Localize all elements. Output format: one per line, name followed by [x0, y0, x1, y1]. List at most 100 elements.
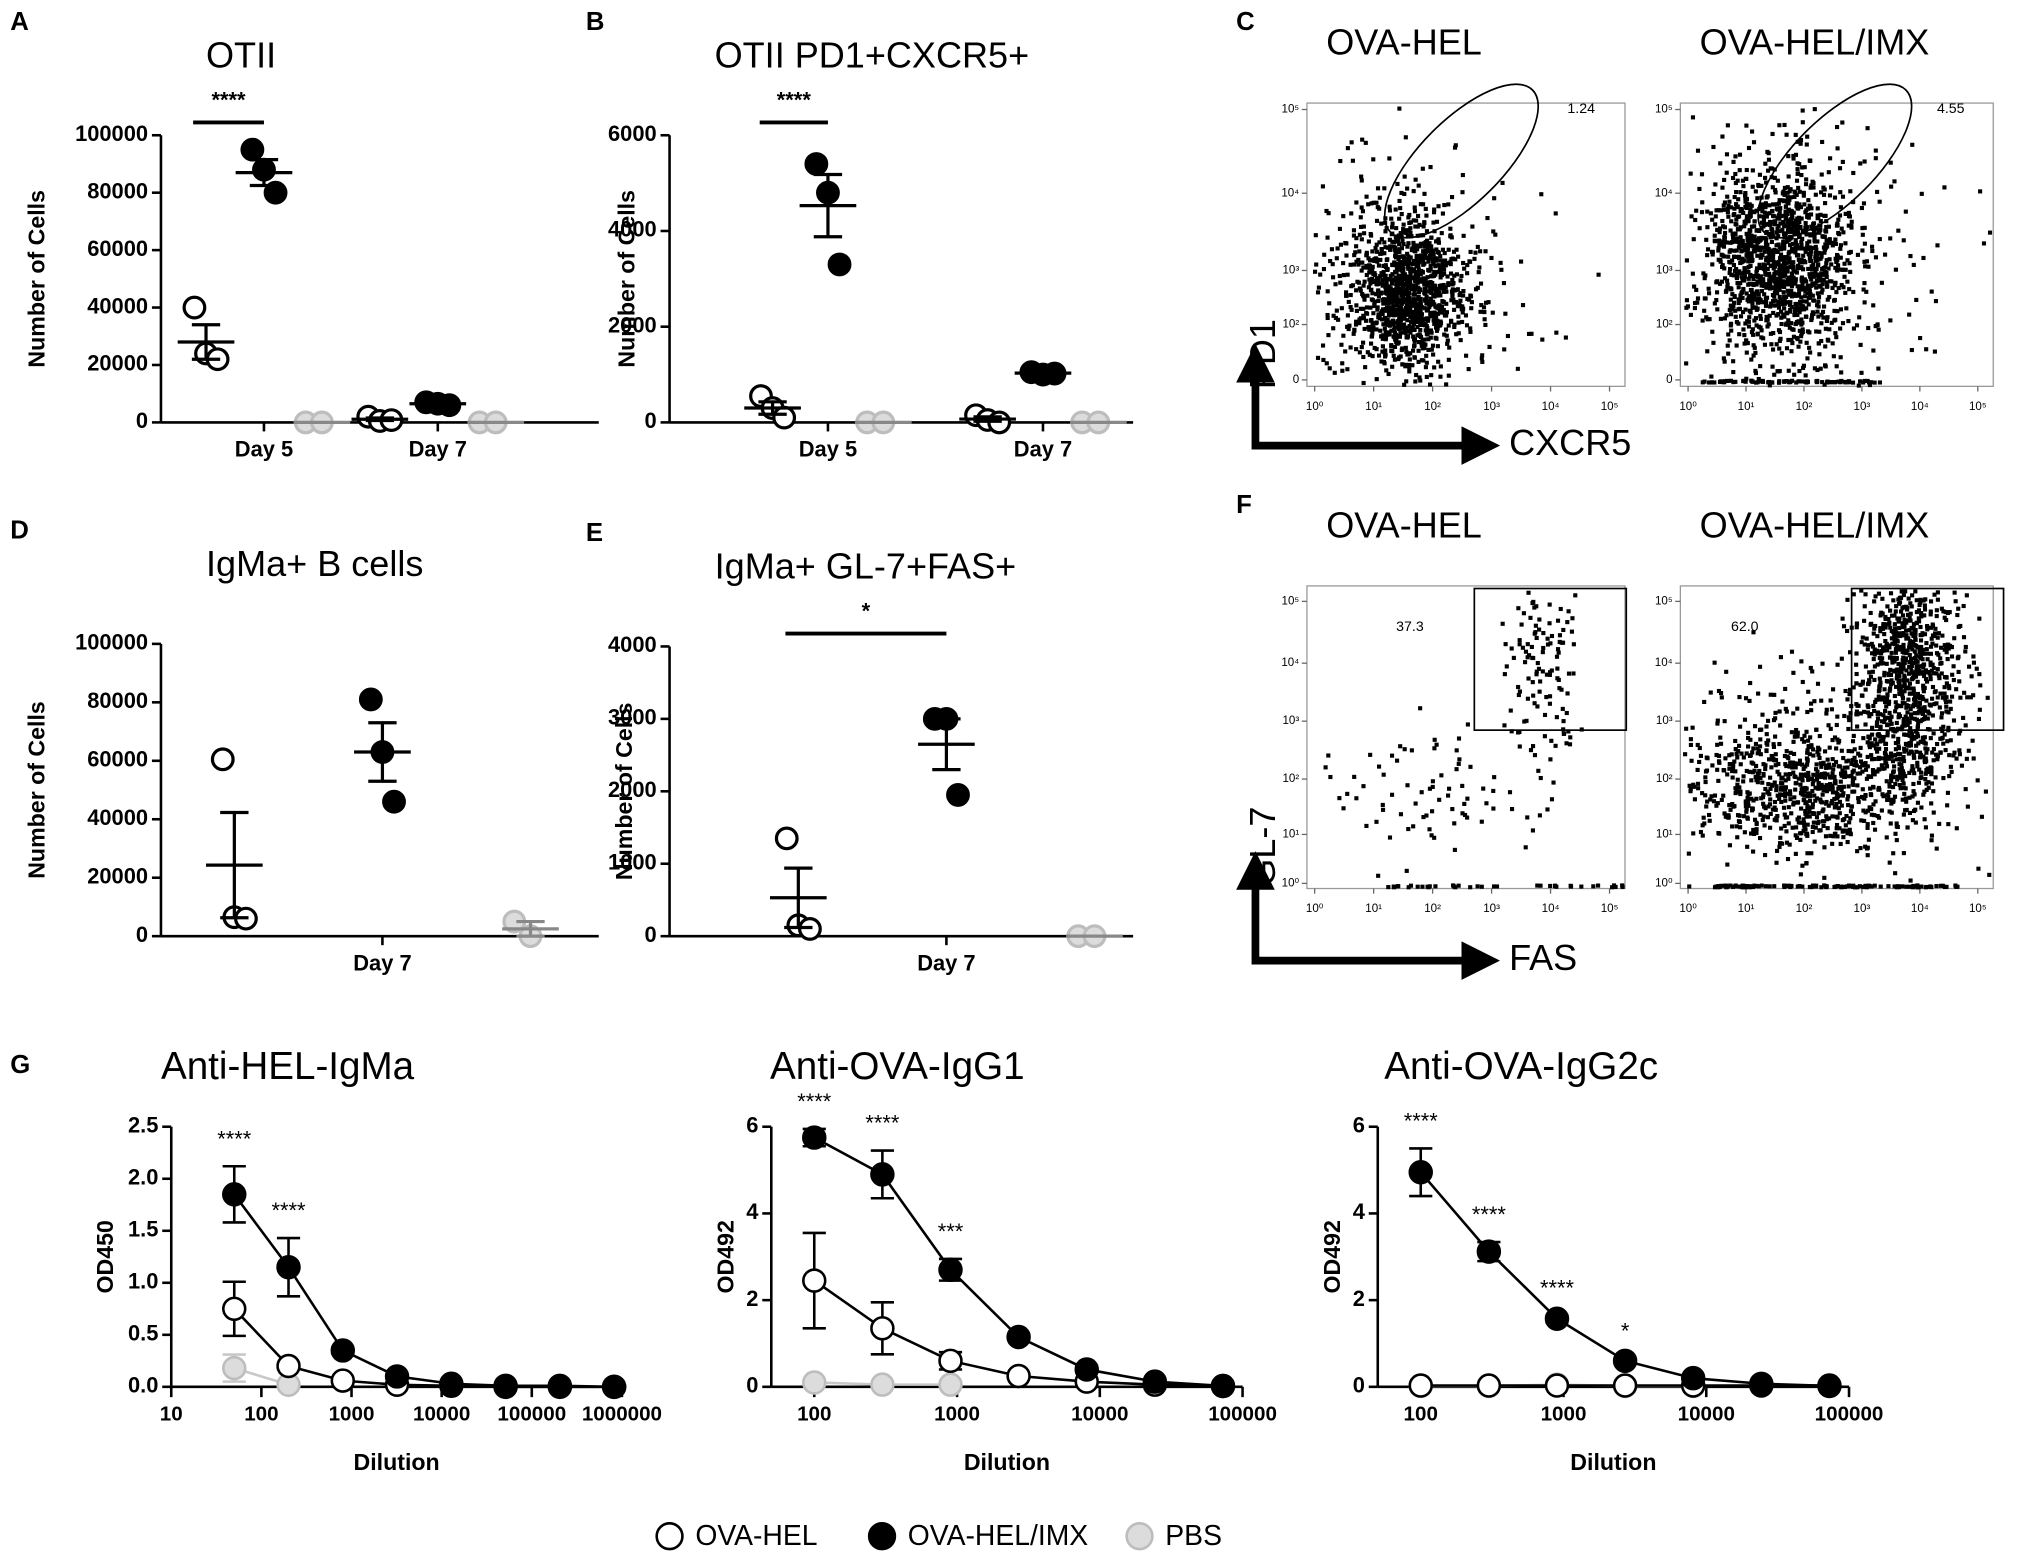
flow-event	[1407, 369, 1411, 373]
flow-event	[1491, 807, 1495, 811]
flow-event	[1798, 246, 1802, 250]
flow-event	[1792, 752, 1796, 756]
flow-event	[1461, 261, 1465, 265]
flow-event	[1867, 680, 1871, 684]
flow-event	[1845, 258, 1849, 262]
flow-event	[1796, 219, 1800, 223]
flow-event	[1876, 322, 1880, 326]
flow-event	[1977, 672, 1981, 676]
flow-event	[1885, 662, 1889, 666]
flow-event	[1689, 313, 1693, 317]
flow-event	[1431, 249, 1435, 253]
flow-event	[1340, 361, 1344, 365]
flow-event	[1404, 346, 1408, 350]
flow-event	[1863, 159, 1867, 163]
flow-event	[1904, 605, 1908, 609]
flow-event	[1795, 206, 1799, 210]
flow-event	[1371, 272, 1375, 276]
flow-event	[1782, 224, 1786, 228]
flow-event	[1902, 678, 1906, 682]
flow-event	[1377, 354, 1381, 358]
flow-event	[1734, 315, 1738, 319]
flow-event	[1901, 798, 1905, 802]
flow-event	[1546, 642, 1550, 646]
flow-event	[1333, 282, 1337, 286]
flow-event	[1713, 234, 1717, 238]
flow-event	[1386, 267, 1390, 271]
flow-event	[1971, 693, 1975, 697]
flow-event	[1834, 815, 1838, 819]
flow-event	[1429, 373, 1433, 377]
flow-event	[1383, 354, 1387, 358]
flow-event	[1440, 273, 1444, 277]
flow-event	[1557, 651, 1561, 655]
flow-event	[1966, 805, 1970, 809]
flow-event	[1909, 657, 1913, 661]
flow-event	[1878, 237, 1882, 241]
flow-event	[1764, 296, 1768, 300]
flow-event	[1873, 381, 1877, 385]
flow-event	[1803, 294, 1807, 298]
flow-event	[1764, 304, 1768, 308]
flow-event	[1787, 805, 1791, 809]
panel-label: C	[1236, 8, 1255, 36]
flow-event	[1740, 296, 1744, 300]
flow-event	[1478, 249, 1482, 253]
flow-event	[1908, 616, 1912, 620]
flow-event	[1415, 254, 1419, 258]
flow-event	[1362, 284, 1366, 288]
flow-event	[1725, 279, 1729, 283]
flow-event	[1440, 231, 1444, 235]
y-axis-label: Number of Cells	[24, 701, 50, 879]
flow-event	[1561, 707, 1565, 711]
flow-event	[1427, 885, 1431, 889]
x-tick-label: 10³	[1854, 903, 1871, 915]
flow-event	[1790, 226, 1794, 230]
flow-event	[1352, 228, 1356, 232]
flow-event	[1775, 342, 1779, 346]
flow-event	[1943, 685, 1947, 689]
flow-event	[1376, 205, 1380, 209]
flow-event	[1426, 260, 1430, 264]
flow-event	[1867, 714, 1871, 718]
flow-event	[1528, 616, 1532, 620]
y-tick-label: 10⁰	[1282, 877, 1300, 889]
flow-event	[1804, 861, 1808, 865]
flow-event	[1766, 719, 1770, 723]
flow-event	[1800, 864, 1804, 868]
flow-event	[1879, 613, 1883, 617]
flow-event	[1936, 590, 1940, 594]
flow-event	[1939, 715, 1943, 719]
flow-event	[1849, 774, 1853, 778]
flow-event	[1774, 281, 1778, 285]
flow-event	[1750, 302, 1754, 306]
flow-event	[1395, 182, 1399, 186]
flow-event	[1846, 803, 1850, 807]
flow-event	[1725, 379, 1729, 383]
flow-event	[1372, 257, 1376, 261]
flow-event	[1840, 227, 1844, 231]
flow-event	[1972, 756, 1976, 760]
flow-event	[1707, 813, 1711, 817]
flow-event	[1778, 298, 1782, 302]
flow-event	[1810, 282, 1814, 286]
flow-event	[1792, 313, 1796, 317]
flow-event	[1791, 802, 1795, 806]
flow-event	[1385, 281, 1389, 285]
flow-event	[1912, 697, 1916, 701]
flow-event	[1426, 268, 1430, 272]
flow-event	[1821, 824, 1825, 828]
flow-event	[1408, 286, 1412, 290]
flow-event	[1404, 231, 1408, 235]
flow-event	[1813, 107, 1817, 111]
flow-event	[1480, 820, 1484, 824]
flow-event	[1833, 281, 1837, 285]
flow-event	[1777, 347, 1781, 351]
flow-event	[1454, 143, 1458, 147]
flow-event	[1795, 253, 1799, 257]
flow-event	[1413, 379, 1417, 383]
flow-event	[1430, 331, 1434, 335]
flow-event	[1354, 288, 1358, 292]
flow-event	[1731, 176, 1735, 180]
flow-event	[1892, 764, 1896, 768]
